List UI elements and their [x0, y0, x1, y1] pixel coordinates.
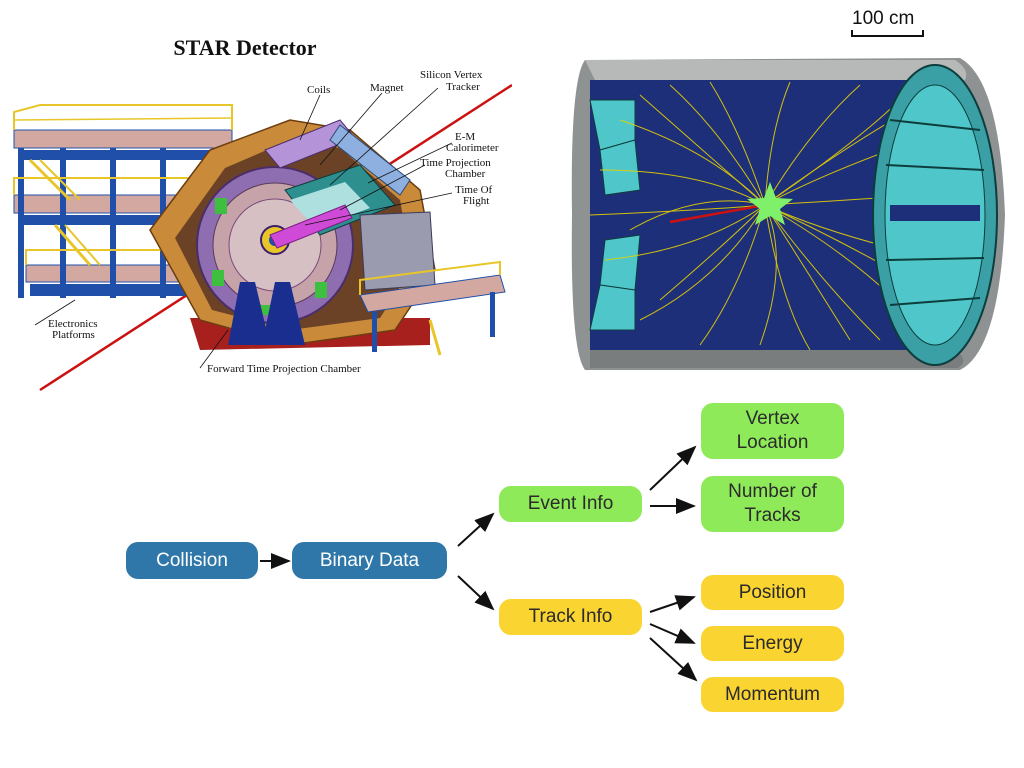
vertex-location-line1: Vertex	[745, 408, 800, 429]
label-svt-1: Silicon Vertex	[420, 69, 483, 81]
magnet-frame	[149, 119, 436, 346]
arrow-binary-track	[457, 575, 495, 611]
star-detector-diagram: STAR Detector Coils Magnet Silicon Verte…	[13, 35, 512, 392]
label-coils: Coils	[307, 84, 330, 96]
number-of-tracks-box: Number of Tracks	[701, 476, 844, 532]
number-of-tracks-line1: Number of	[728, 481, 817, 502]
binary-data-label: Binary Data	[319, 549, 420, 571]
event-info-label: Event Info	[527, 493, 614, 514]
energy-label: Energy	[742, 632, 803, 654]
label-electronics-2: Platforms	[52, 329, 95, 341]
scale-bar: 100 cm	[851, 8, 924, 37]
vertex-star	[747, 182, 793, 225]
binary-data-box: Binary Data	[292, 542, 447, 579]
position-box: Position	[701, 575, 844, 610]
event-info-box: Event Info	[499, 486, 642, 522]
arrow-track-momentum	[649, 637, 698, 682]
scale-bar-label: 100 cm	[852, 8, 914, 29]
track-info-box: Track Info	[499, 599, 642, 635]
electronics-platforms	[13, 104, 233, 298]
label-tpc-2: Chamber	[445, 168, 486, 180]
arrow-binary-event	[457, 512, 495, 547]
vertex-location-box: Vertex Location	[701, 403, 844, 459]
number-of-tracks-line2: Tracks	[744, 505, 801, 526]
support-legs	[228, 282, 270, 345]
label-magnet: Magnet	[370, 82, 404, 94]
label-electronics-1: Electronics	[48, 318, 97, 330]
arrow-track-position	[649, 595, 696, 613]
label-tof-1: Time Of	[455, 184, 493, 196]
position-label: Position	[738, 581, 807, 603]
label-svt-2: Tracker	[446, 81, 480, 93]
arrow-event-vertex	[649, 445, 697, 491]
label-emc-2: Calorimeter	[446, 142, 499, 154]
arrow-track-energy	[649, 623, 696, 644]
right-platform	[359, 260, 506, 356]
label-emc-1: E-M	[455, 131, 475, 143]
energy-box: Energy	[701, 626, 844, 661]
vertex-location-line2: Location	[736, 432, 809, 453]
left-endcap	[589, 99, 641, 331]
collision-label: Collision	[156, 549, 228, 571]
label-ftpc: Forward Time Projection Chamber	[207, 363, 361, 375]
detector-title: STAR Detector	[173, 35, 316, 60]
momentum-box: Momentum	[701, 677, 844, 712]
collision-box: Collision	[126, 542, 258, 579]
track-info-label: Track Info	[528, 606, 613, 627]
momentum-label: Momentum	[724, 683, 821, 705]
right-endcap	[872, 64, 998, 366]
highlighted-track	[669, 203, 766, 224]
label-tpc-1: Time Projection	[420, 157, 491, 169]
event-display-image: 100 cm	[571, 8, 1005, 370]
label-tof-2: Flight	[463, 195, 489, 207]
